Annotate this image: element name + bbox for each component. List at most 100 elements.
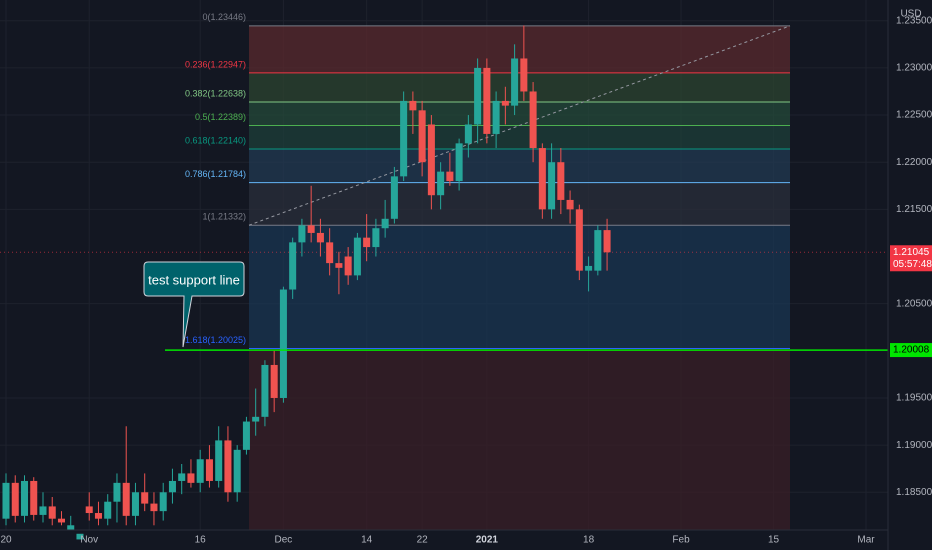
price-axis: [888, 0, 932, 550]
candle-body: [298, 225, 306, 243]
candle-body: [48, 506, 56, 519]
candle-body: [603, 230, 611, 253]
y-tick-label: 1.22000: [896, 157, 932, 168]
candle-body: [270, 364, 278, 398]
candle-body: [2, 482, 10, 519]
last-price-tag: [890, 245, 932, 272]
candle-body: [585, 265, 593, 271]
candle-body: [57, 518, 65, 523]
fib-zone: [249, 149, 790, 183]
candle-body: [113, 482, 121, 502]
candle-body: [557, 162, 565, 200]
y-tick-label: 1.23000: [896, 63, 932, 74]
candle-body: [492, 100, 500, 134]
candle-body: [307, 225, 315, 233]
candle-body: [30, 480, 38, 515]
y-tick-label: 1.18500: [896, 487, 932, 498]
y-tick-label: 1.21500: [896, 204, 932, 215]
candle-body: [178, 473, 186, 481]
candle-body: [261, 364, 269, 417]
candle-body: [67, 525, 75, 530]
candle-body: [233, 449, 241, 493]
candle-body: [483, 67, 491, 134]
candle-body: [85, 506, 93, 514]
candle-body: [131, 492, 139, 516]
candle-body: [150, 503, 158, 512]
x-tick-label: 2021: [476, 535, 499, 546]
fib-label: 0.236(1.22947): [185, 59, 246, 69]
fib-label: 0.5(1.22389): [195, 112, 246, 122]
candle-body: [474, 67, 482, 125]
candle-body: [501, 100, 509, 106]
candle-body: [76, 533, 84, 540]
callout: [143, 261, 245, 348]
x-tick-label: 22: [417, 535, 429, 546]
candle-body: [344, 256, 352, 276]
candle-body: [20, 480, 29, 516]
support-price: 1.20008: [893, 345, 930, 356]
candle-body: [529, 91, 537, 149]
x-tick-label: 15: [768, 535, 780, 546]
candle-body: [418, 110, 426, 163]
candle-body: [289, 242, 297, 290]
candle-body: [409, 100, 417, 111]
candle-body: [141, 492, 149, 504]
candle-body: [104, 501, 112, 519]
candle-body: [538, 148, 546, 210]
candle-body: [187, 473, 195, 483]
last-price: 1.21045: [893, 247, 930, 258]
x-tick-label: Feb: [672, 535, 690, 546]
support-price-tag: [890, 343, 932, 358]
candle-body: [252, 416, 260, 422]
candle-body: [224, 440, 232, 493]
candle-body: [122, 482, 130, 516]
x-tick-label: 14: [361, 535, 373, 546]
fib-zone: [249, 125, 790, 150]
candle-body: [390, 176, 398, 219]
fib-zone: [249, 182, 790, 226]
candle-body: [159, 492, 167, 512]
candle-body: [168, 480, 176, 493]
candle-body: [381, 218, 389, 229]
fib-zone: [249, 348, 790, 530]
y-tick-label: 1.22500: [896, 110, 932, 121]
y-tick-label: 1.19500: [896, 393, 932, 404]
fib-zone: [249, 72, 790, 103]
fib-zone: [249, 102, 790, 126]
fib-label: 0.382(1.22638): [185, 88, 246, 98]
candle-body: [353, 237, 361, 276]
candle-body: [594, 230, 602, 271]
y-tick-label: 1.20500: [896, 298, 932, 309]
candle-body: [455, 143, 463, 182]
x-tick-label: Nov: [80, 535, 98, 546]
candle-body: [464, 124, 472, 144]
candle-body: [39, 506, 47, 515]
candle-body: [335, 263, 343, 268]
candle-body: [94, 513, 102, 519]
x-tick-label: Mar: [857, 535, 875, 546]
countdown: 05:57:48: [893, 259, 932, 270]
fib-label: 0.618(1.22140): [185, 135, 246, 145]
candle-body: [511, 58, 519, 106]
candle-body: [548, 162, 556, 210]
candle-body: [566, 199, 574, 210]
candle-body: [520, 58, 528, 92]
candle-body: [326, 242, 334, 264]
candle-body: [400, 100, 408, 177]
candle-body: [575, 209, 583, 271]
trend-line: [248, 25, 791, 226]
candle-body: [316, 232, 324, 243]
candle-body: [215, 440, 223, 481]
x-tick-label: 20: [0, 535, 12, 546]
candle-body: [446, 171, 454, 182]
candle-body: [363, 237, 371, 248]
annotation: test support line: [148, 272, 240, 287]
fib-label: 1(1.21332): [202, 212, 246, 222]
candle-body: [372, 228, 380, 248]
x-tick-label: Dec: [275, 535, 293, 546]
fib-zone: [249, 25, 790, 73]
candle-body: [205, 459, 213, 481]
candle-body: [196, 459, 204, 483]
fib-label: 0(1.23446): [202, 12, 246, 22]
